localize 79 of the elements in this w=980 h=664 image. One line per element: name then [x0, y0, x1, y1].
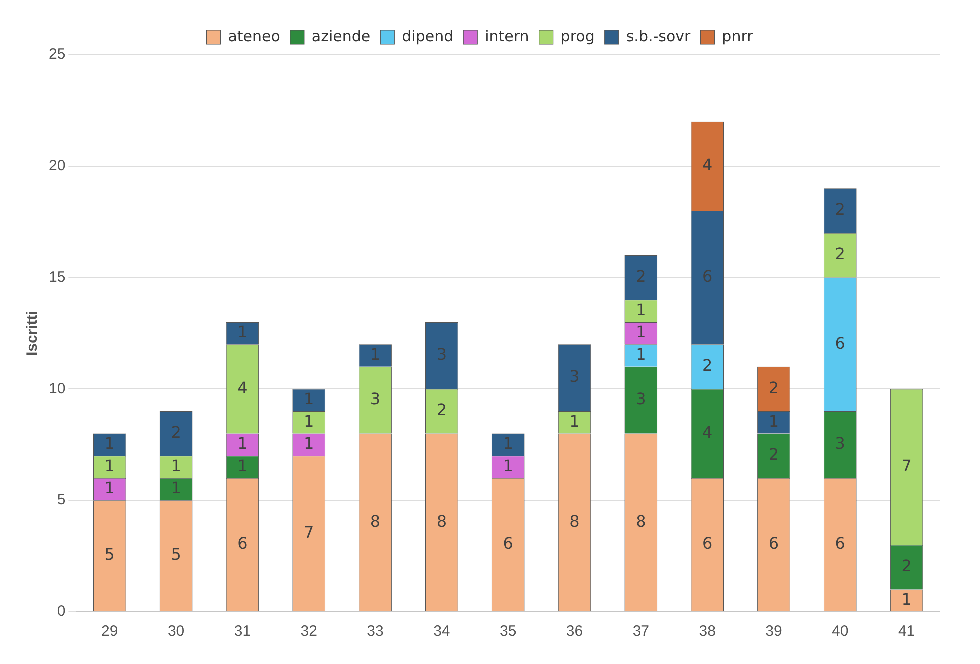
data-label: 6: [702, 534, 713, 554]
data-label: 8: [436, 512, 448, 531]
x-tick-label: 36: [566, 623, 584, 640]
data-label: 7: [304, 522, 314, 542]
data-label: 2: [768, 378, 780, 398]
legend-label: pnrr: [722, 27, 754, 46]
legend-label: aziende: [312, 27, 371, 46]
data-label: 6: [768, 534, 780, 554]
data-label: 8: [570, 512, 580, 531]
data-label: 1: [304, 412, 314, 431]
data-label: 2: [436, 400, 448, 420]
data-label: 6: [702, 266, 713, 286]
data-label: 3: [370, 389, 381, 408]
data-label: 3: [835, 434, 846, 454]
x-tick-label: 40: [832, 623, 849, 640]
data-label: 4: [702, 156, 713, 175]
data-label: 1: [238, 456, 248, 476]
y-tick-label: 5: [57, 492, 66, 509]
data-label: 7: [902, 456, 912, 476]
data-label: 1: [238, 434, 248, 454]
data-label: 8: [370, 512, 381, 531]
x-tick-label: 32: [300, 623, 318, 640]
x-tick-label: 31: [234, 623, 252, 640]
data-label: 2: [835, 244, 846, 264]
y-tick-label: 25: [48, 46, 66, 64]
data-label: 1: [570, 412, 580, 431]
x-tick-label: 37: [632, 623, 650, 640]
data-label: 1: [104, 456, 115, 476]
legend-label: ateneo: [228, 27, 280, 46]
data-label: 6: [238, 534, 248, 554]
data-label: 3: [570, 367, 580, 386]
data-label: 5: [104, 545, 115, 564]
x-tick-label: 41: [898, 623, 916, 640]
data-label: 1: [768, 412, 780, 431]
legend-label: s.b.-sovr: [626, 27, 692, 46]
data-label: 1: [503, 434, 514, 454]
data-label: 5: [171, 545, 182, 564]
data-label: 1: [171, 456, 182, 476]
data-label: 1: [636, 322, 646, 342]
y-tick-label: 20: [48, 158, 66, 175]
legend-label: intern: [485, 27, 530, 46]
x-tick-label: 34: [434, 623, 450, 640]
data-label: 6: [835, 534, 846, 554]
x-tick-label: 38: [699, 623, 716, 640]
x-tick-label: 39: [766, 623, 782, 640]
data-label: 1: [636, 300, 646, 320]
data-label: 2: [902, 556, 912, 576]
y-tick-label: 10: [48, 380, 66, 398]
data-label: 6: [503, 534, 514, 554]
data-label: 1: [503, 456, 514, 476]
x-tick-label: 29: [102, 623, 118, 640]
x-tick-label: 33: [367, 623, 384, 640]
data-label: 1: [636, 344, 646, 364]
data-label: 1: [171, 478, 182, 498]
legend-label: dipend: [402, 27, 454, 46]
data-label: 4: [702, 422, 713, 442]
data-label: 6: [835, 334, 846, 353]
x-tick-label: 35: [500, 623, 517, 640]
data-label: 1: [104, 478, 115, 498]
y-tick-label: 15: [48, 268, 66, 286]
legend-label: prog: [560, 27, 595, 46]
data-label: 2: [835, 200, 846, 220]
data-label: 1: [104, 434, 115, 454]
data-label: 8: [636, 512, 646, 531]
y-tick-label: 0: [57, 603, 66, 620]
data-label: 2: [636, 266, 646, 286]
data-label: 1: [304, 389, 314, 408]
data-label: 3: [636, 389, 646, 408]
data-label: 1: [238, 322, 248, 342]
data-label: 1: [902, 590, 912, 609]
data-label: 1: [304, 434, 314, 454]
data-label: 1: [370, 344, 381, 364]
data-label: 2: [702, 356, 713, 376]
data-label: 3: [436, 344, 448, 364]
data-label: 2: [171, 422, 182, 442]
x-tick-label: 30: [168, 623, 185, 640]
data-label: 2: [768, 445, 780, 464]
data-label: 4: [238, 378, 248, 398]
y-axis-title: Iscritti: [24, 310, 42, 356]
